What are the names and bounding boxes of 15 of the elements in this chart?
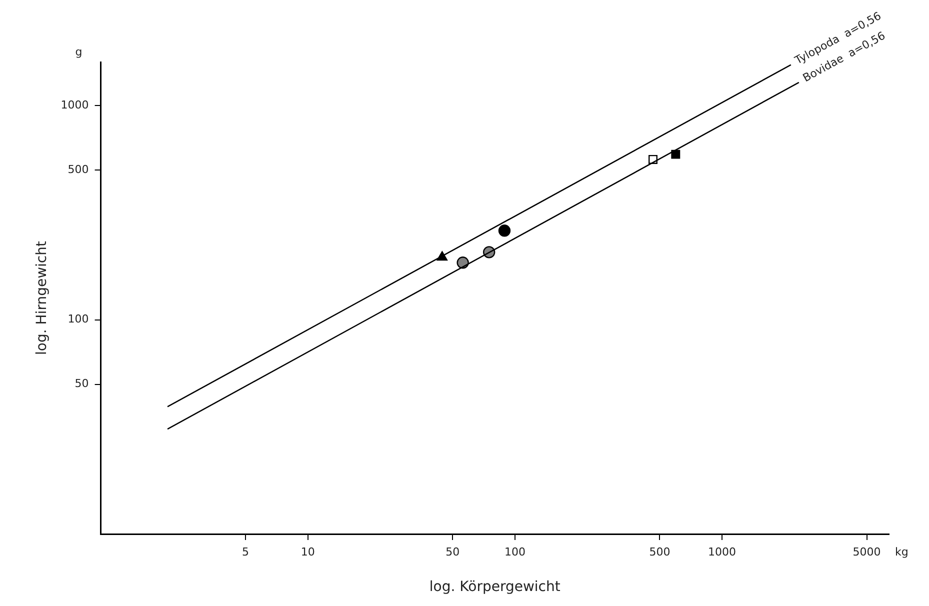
x-tick-label: 100: [504, 545, 526, 558]
y-tick-label: 500: [68, 163, 89, 176]
x-tick-label: 10: [300, 545, 315, 558]
x-tick-label: 5: [242, 545, 250, 558]
y-tick-label: 50: [74, 377, 89, 390]
text: g: [75, 45, 82, 58]
x-tick-label: 500: [649, 545, 670, 558]
x-axis-title: log. Körpergewicht: [429, 579, 561, 596]
y-tick-label: 100: [68, 312, 89, 326]
text: kg: [895, 545, 908, 558]
y-tick-label: 1000: [60, 98, 89, 112]
x-tick-label: 5000: [852, 545, 881, 558]
x-tick-label: 1000: [708, 545, 736, 558]
x-tick-label: 50: [446, 545, 460, 558]
y-axis-title: log. Hirngewicht: [34, 240, 50, 355]
